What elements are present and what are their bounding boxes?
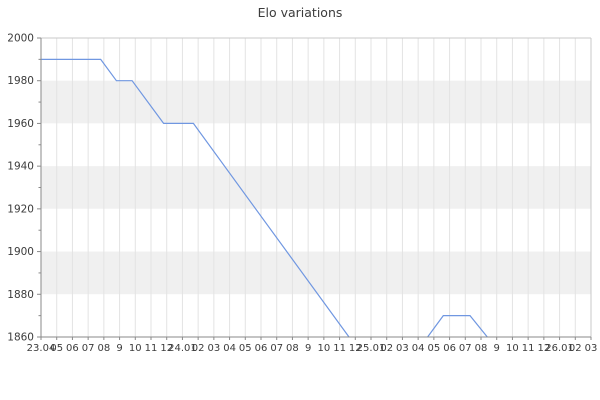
x-tick-label: 9 xyxy=(494,343,500,354)
plot-band xyxy=(41,251,591,295)
x-tick-label: 06 xyxy=(66,343,79,354)
plot-band xyxy=(41,208,591,252)
x-tick-label: 26.01 xyxy=(545,343,574,354)
y-tick-label: 1860 xyxy=(7,332,34,344)
x-tick-label: 11 xyxy=(522,343,535,354)
x-tick-label: 04 xyxy=(412,343,425,354)
y-tick-label: 1960 xyxy=(7,118,34,130)
x-tick-label: 02 xyxy=(569,343,582,354)
x-tick-label: 06 xyxy=(443,343,456,354)
x-tick-label: 9 xyxy=(305,343,311,354)
x-tick-label: 05 xyxy=(427,343,440,354)
x-tick-label: 05 xyxy=(239,343,252,354)
x-tick-label: 11 xyxy=(333,343,346,354)
x-tick-label: 23.04 xyxy=(27,343,56,354)
x-tick-label: 9 xyxy=(116,343,122,354)
elo-line xyxy=(41,58,350,338)
y-tick-label: 1880 xyxy=(7,289,34,301)
y-tick-label: 2000 xyxy=(7,33,34,45)
x-tick-label: 07 xyxy=(270,343,283,354)
x-tick-label: 02 xyxy=(192,343,205,354)
x-tick-label: 25.01 xyxy=(357,343,386,354)
x-tick-label: 03 xyxy=(207,343,220,354)
plot-band xyxy=(41,123,591,167)
x-tick-label: 08 xyxy=(97,343,110,354)
x-tick-label: 08 xyxy=(286,343,299,354)
plot-band xyxy=(41,294,591,337)
plot-band xyxy=(41,38,591,81)
x-tick-label: 03 xyxy=(396,343,409,354)
y-tick-label: 1900 xyxy=(7,246,34,258)
x-tick-label: 12 xyxy=(537,343,550,354)
x-tick-label: 06 xyxy=(255,343,268,354)
x-tick-label: 07 xyxy=(82,343,95,354)
plot-band xyxy=(41,166,591,209)
x-tick-label: 10 xyxy=(317,343,330,354)
x-tick-label: 10 xyxy=(129,343,142,354)
y-tick-label: 1940 xyxy=(7,161,34,173)
x-tick-label: 08 xyxy=(475,343,488,354)
x-tick-label: 04 xyxy=(223,343,236,354)
x-tick-label: 12 xyxy=(160,343,173,354)
x-tick-label: 12 xyxy=(349,343,362,354)
x-tick-label: 05 xyxy=(50,343,63,354)
y-tick-label: 1980 xyxy=(7,75,34,87)
x-tick-label: 07 xyxy=(459,343,472,354)
chart-title: Elo variations xyxy=(257,5,343,20)
x-tick-label: 11 xyxy=(145,343,158,354)
plot-band xyxy=(41,80,591,124)
x-tick-label: 24.01 xyxy=(168,343,197,354)
y-tick-label: 1920 xyxy=(7,203,34,215)
x-tick-label: 02 xyxy=(380,343,393,354)
x-tick-label: 03 xyxy=(585,343,598,354)
x-tick-label: 10 xyxy=(506,343,519,354)
elo-line xyxy=(427,315,488,338)
